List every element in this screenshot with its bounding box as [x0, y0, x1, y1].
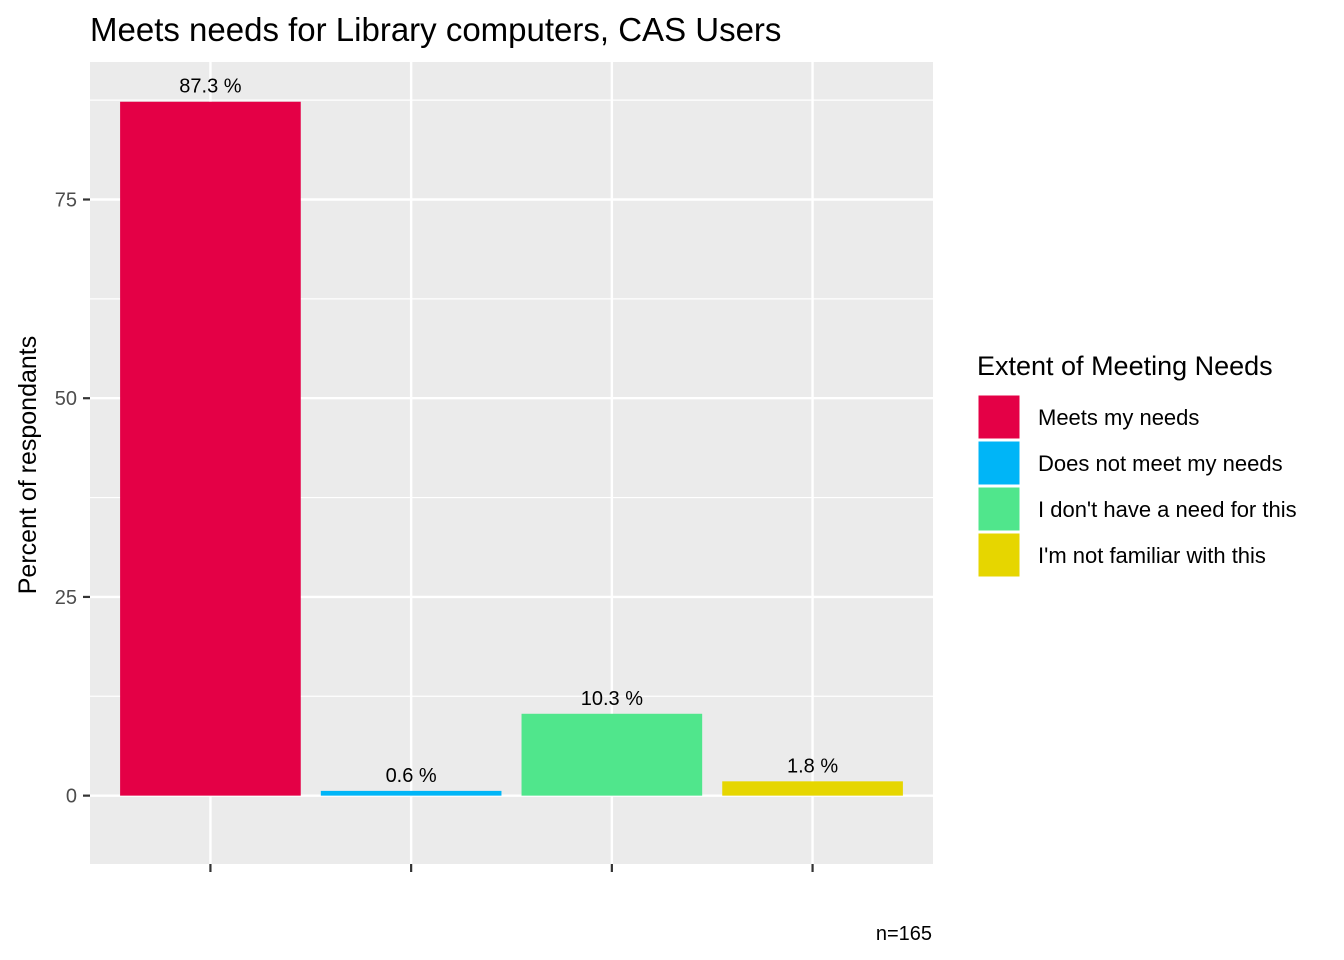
- legend-label: I don't have a need for this: [1038, 497, 1297, 522]
- bar-value-label: 10.3 %: [581, 688, 643, 710]
- y-axis-title: Percent of respondants: [14, 336, 42, 595]
- legend-key: [978, 441, 1020, 485]
- bar: [521, 713, 703, 796]
- legend-item: Meets my needs: [977, 394, 1199, 440]
- y-tick-label: 25: [55, 587, 77, 609]
- legend-key: [978, 395, 1020, 439]
- y-axis: 0 25 50 75: [55, 190, 90, 808]
- legend-label: Does not meet my needs: [1038, 451, 1283, 476]
- x-axis: [209, 864, 814, 872]
- bar: [320, 790, 502, 796]
- bar-value-label: 0.6 %: [386, 765, 437, 787]
- bar-value-label: 1.8 %: [787, 755, 838, 777]
- legend-key: [978, 533, 1020, 577]
- y-tick-label: 0: [66, 786, 77, 808]
- bar-value-labels: 87.3 % 0.6 % 10.3 % 1.8 %: [179, 76, 838, 787]
- bar: [722, 781, 903, 796]
- legend-item: Does not meet my needs: [977, 440, 1283, 486]
- chart-title: Meets needs for Library computers, CAS U…: [90, 11, 781, 48]
- sample-size-caption: n=165: [876, 923, 932, 945]
- bars: [120, 101, 903, 796]
- legend-label: I'm not familiar with this: [1038, 543, 1266, 568]
- y-tick-label: 50: [55, 388, 77, 410]
- legend-label: Meets my needs: [1038, 405, 1199, 430]
- bar: [120, 101, 301, 796]
- legend-title: Extent of Meeting Needs: [977, 351, 1273, 381]
- legend: Meets my needs Does not meet my needs I do…: [977, 394, 1297, 578]
- legend-item: I'm not familiar with this: [977, 532, 1266, 578]
- legend-item: I don't have a need for this: [977, 486, 1297, 532]
- y-tick-label: 75: [55, 190, 77, 212]
- bar-value-label: 87.3 %: [179, 76, 241, 98]
- legend-key: [978, 487, 1020, 531]
